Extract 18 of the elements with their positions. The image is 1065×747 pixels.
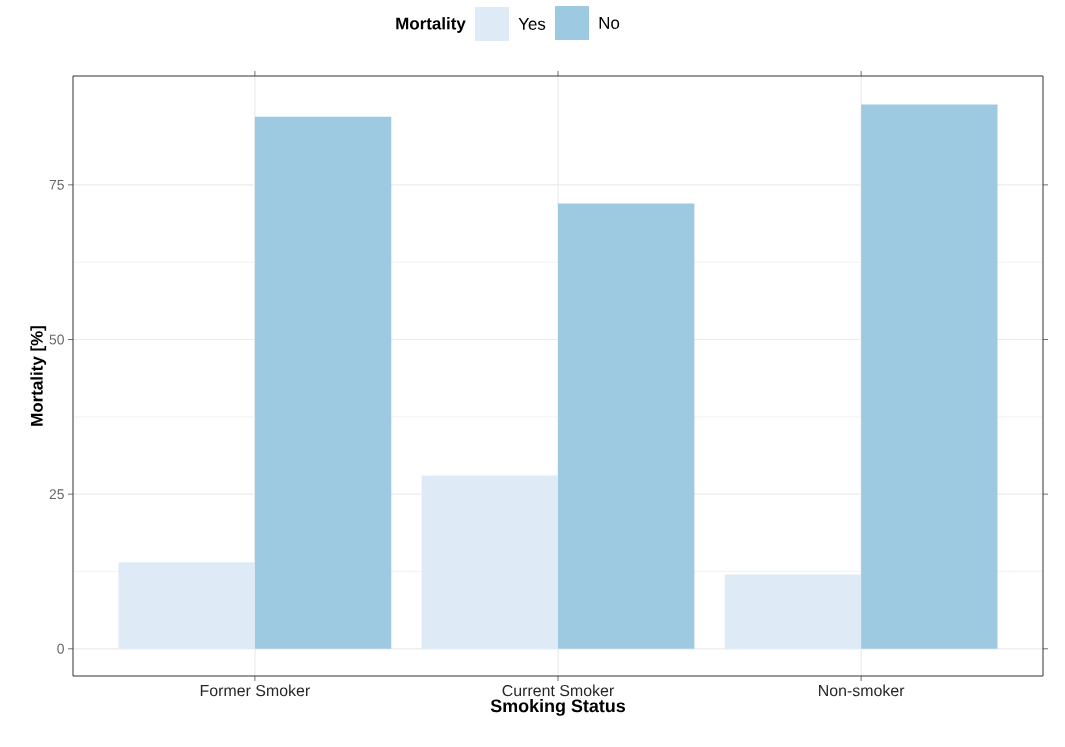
x-axis-title: Smoking Status — [490, 699, 626, 716]
y-tick-label: 25 — [49, 489, 64, 500]
x-tick-label: Non-smoker — [819, 684, 905, 697]
bar — [254, 116, 392, 649]
legend-label: Yes — [518, 18, 546, 30]
y-axis-title: Mortality [%] — [30, 326, 47, 426]
bar — [861, 104, 998, 649]
legend-label: No — [599, 17, 620, 29]
x-tick-label: Current Smoker — [502, 684, 614, 697]
bar — [118, 562, 255, 649]
bar — [724, 574, 862, 649]
y-tick-label: 75 — [49, 180, 64, 190]
x-tick-label: Former Smoker — [200, 684, 310, 697]
y-tick-label: 0 — [57, 643, 64, 654]
y-tick-label: 50 — [49, 334, 64, 345]
bar — [558, 203, 695, 649]
bar — [421, 475, 558, 649]
legend-title: Mortality — [396, 17, 466, 33]
